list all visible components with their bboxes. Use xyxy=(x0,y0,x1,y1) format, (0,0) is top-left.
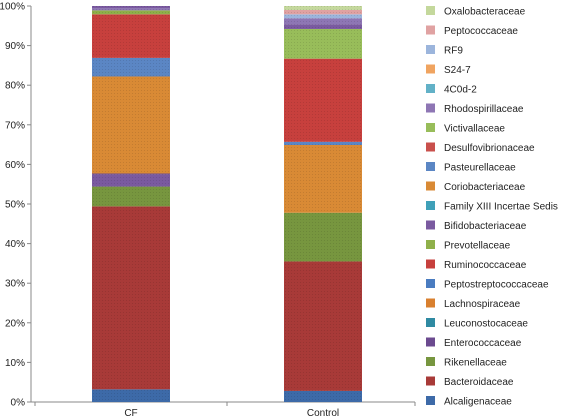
legend-label: 4C0d-2 xyxy=(444,85,477,96)
legend-swatch xyxy=(426,357,435,366)
bar-segment-texture xyxy=(284,14,362,19)
bar-segment-texture xyxy=(92,76,170,174)
y-tick-label: 30% xyxy=(5,279,25,290)
legend-swatch xyxy=(426,25,435,35)
legend-swatch xyxy=(426,123,435,132)
legend-swatch xyxy=(426,240,435,249)
bar-segment-texture xyxy=(92,8,170,11)
bars xyxy=(92,6,362,402)
legend-swatch xyxy=(426,64,435,74)
bar-segment-texture xyxy=(284,18,362,25)
y-tick-label: 40% xyxy=(5,239,25,250)
legend-label: S24-7 xyxy=(444,65,471,76)
legend-label: Enterococcaceae xyxy=(444,338,522,349)
bar-segment-texture xyxy=(284,28,362,59)
legend-swatch xyxy=(426,84,435,93)
legend-label: Victivallaceae xyxy=(444,124,505,135)
legend-label: Alcaligenaceae xyxy=(444,397,512,408)
bar-segment-texture xyxy=(284,7,362,10)
legend-label: Pasteurellaceae xyxy=(444,163,516,174)
legend-label: Family XIII Incertae Sedis xyxy=(444,202,558,213)
legend-swatch xyxy=(426,6,435,15)
legend-swatch xyxy=(426,201,435,210)
legend-swatch xyxy=(426,279,435,288)
legend-swatch xyxy=(426,337,435,347)
legend-swatch xyxy=(426,181,435,191)
y-tick-label: 60% xyxy=(5,160,25,171)
legend-swatch xyxy=(426,45,435,54)
legend-swatch xyxy=(426,259,435,269)
bar-segment-texture xyxy=(284,141,362,145)
legend-label: Leuconostocaceae xyxy=(444,319,528,330)
legend-swatch xyxy=(426,376,435,386)
legend-swatch xyxy=(426,220,435,230)
bar-segment-texture xyxy=(92,206,170,390)
bar-segment-texture xyxy=(284,6,362,8)
y-tick-label: 100% xyxy=(0,2,25,13)
legend-label: Bifidobacteriaceae xyxy=(444,221,527,232)
y-tick-label: 90% xyxy=(5,41,25,52)
bar-segment-texture xyxy=(92,174,170,187)
x-tick-label: CF xyxy=(124,408,137,419)
legend-label: Bacteroidaceae xyxy=(444,377,514,388)
y-tick-label: 80% xyxy=(5,81,25,92)
bar-segment-texture xyxy=(284,261,362,391)
legend-label: Peptostreptococcaceae xyxy=(444,280,549,291)
legend-label: Ruminococcaceae xyxy=(444,260,527,271)
bar-segment-texture xyxy=(92,57,170,77)
bar-segment-texture xyxy=(284,9,362,15)
legend-label: Rikenellaceae xyxy=(444,358,507,369)
y-tick-label: 50% xyxy=(5,200,25,211)
legend-label: Oxalobacteraceae xyxy=(444,7,526,18)
legend-swatch xyxy=(426,318,435,327)
legend-swatch xyxy=(426,142,435,152)
y-tick-label: 10% xyxy=(5,358,25,369)
legend-label: Coriobacteriaceae xyxy=(444,182,526,193)
legend-label: Desulfovibrionaceae xyxy=(444,143,535,154)
bar-segment-texture xyxy=(92,10,170,15)
legend-swatch xyxy=(426,298,435,308)
bar-segment-texture xyxy=(284,144,362,213)
legend-swatch xyxy=(426,396,435,405)
legend-label: Rhodospirillaceae xyxy=(444,104,524,115)
bar-segment-texture xyxy=(92,186,170,207)
bar-segment-texture xyxy=(284,24,362,29)
legend-swatch xyxy=(426,103,435,113)
legend-label: Peptococcaceae xyxy=(444,26,518,37)
bar-segment-texture xyxy=(92,389,170,402)
legend-label: Lachnospiraceae xyxy=(444,299,521,310)
bar-segment-texture xyxy=(284,58,362,142)
bar-segment-texture xyxy=(92,6,170,9)
y-tick-label: 20% xyxy=(5,318,25,329)
bar-segment-texture xyxy=(284,212,362,262)
legend: Oxalobacteraceae Peptococcaceae RF9 S24-7 4C… xyxy=(426,6,558,408)
y-tick-label: 0% xyxy=(11,398,26,409)
bar-segment-texture xyxy=(92,173,170,175)
y-tick-label: 70% xyxy=(5,120,25,131)
x-tick-label: Control xyxy=(307,408,339,419)
bar-segment-texture xyxy=(284,390,362,402)
legend-label: RF9 xyxy=(444,46,463,57)
legend-swatch xyxy=(426,162,435,171)
legend-label: Prevotellaceae xyxy=(444,241,511,252)
bar-segment-texture xyxy=(92,14,170,58)
